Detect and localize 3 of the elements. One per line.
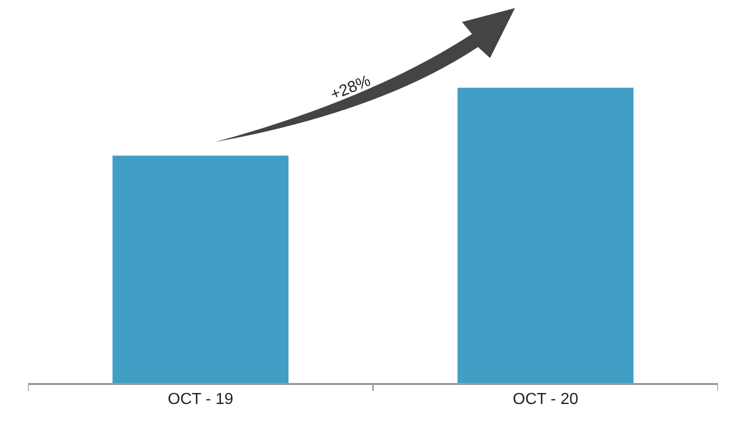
x-tick-label: OCT - 20: [512, 390, 578, 408]
annotation: +28%: [328, 72, 374, 104]
x-tick-label: OCT - 19: [168, 390, 234, 408]
